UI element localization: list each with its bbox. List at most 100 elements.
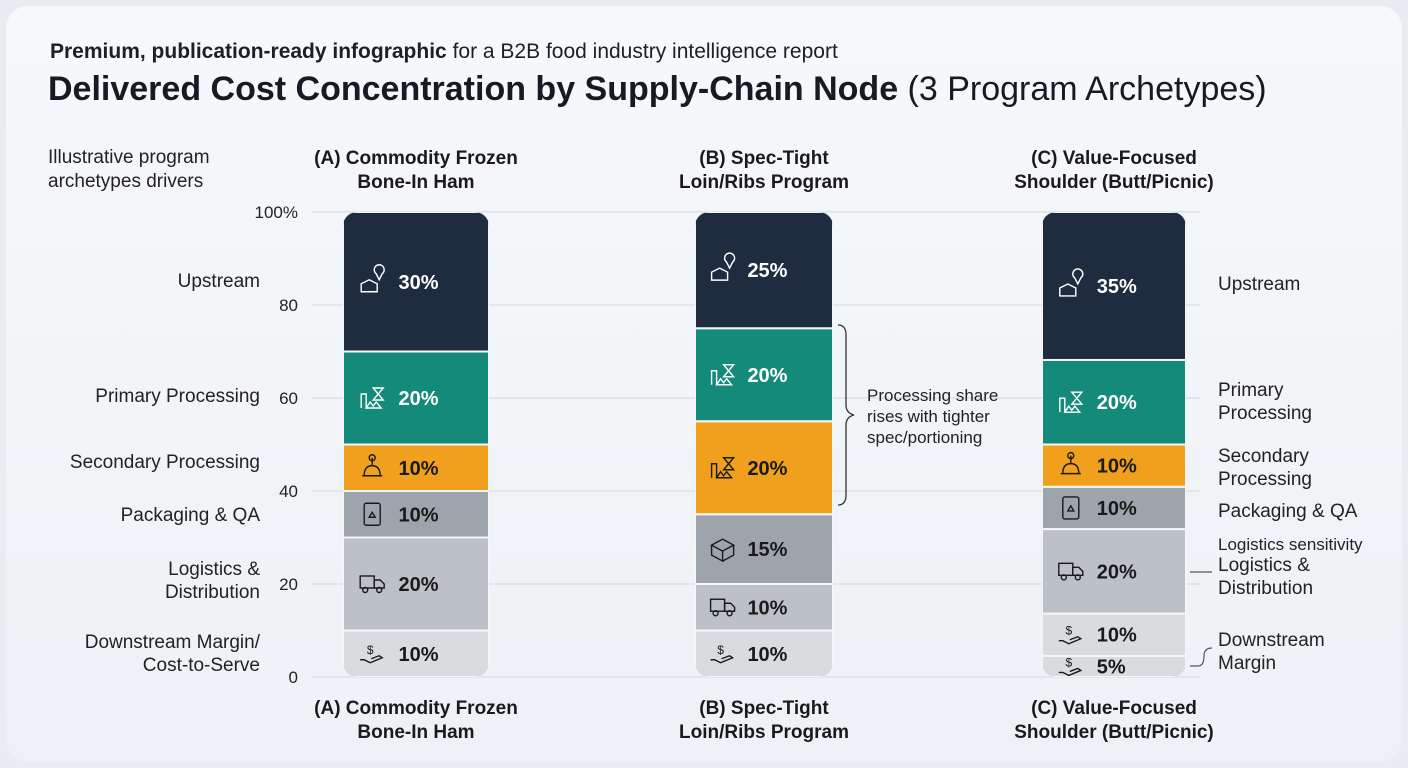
- segment-value-label: 10%: [398, 644, 438, 666]
- bar-a: $10% 20% 10% 10% 20% 30%: [343, 212, 489, 677]
- truck-cab: [1072, 566, 1084, 577]
- factory: [710, 457, 736, 479]
- segment-value-label: 15%: [747, 539, 787, 561]
- box: [710, 538, 736, 563]
- factory-icon: [710, 364, 736, 386]
- category-label-bottom: Loin/Ribs Program: [679, 722, 849, 743]
- hand: [1058, 667, 1083, 677]
- slicer: [362, 457, 383, 477]
- segment-value-label: 10%: [747, 644, 787, 666]
- factory: [1059, 391, 1084, 413]
- farm-icon: [710, 252, 736, 281]
- subtitle: Premium, publication-ready infographic f…: [50, 40, 838, 64]
- right-node-label: Upstream: [1218, 274, 1300, 295]
- y-tick-label: 20: [279, 575, 298, 594]
- segment-value-label: 10%: [398, 504, 438, 526]
- segment-value-label: 10%: [1097, 625, 1137, 647]
- bar-segments: $5% $ 10% 20% 10% 10% 20% 35%: [1042, 212, 1186, 678]
- category-label-top: Loin/Ribs Program: [679, 172, 849, 193]
- left-node-label: Logistics &: [168, 559, 260, 580]
- category-label-bottom: (C) Value-Focused: [1031, 698, 1197, 719]
- segment-value-label: 5%: [1097, 656, 1126, 678]
- annotation-text: spec/portioning: [867, 428, 982, 447]
- hand-dollar-icon: $: [360, 643, 384, 664]
- farm-icon: [360, 264, 385, 293]
- truck-icon: [359, 575, 385, 594]
- bar-segment-primary: [695, 327, 833, 423]
- hand-dollar-icon: $: [1058, 624, 1083, 645]
- factory-icon: [710, 457, 736, 479]
- segment-value-label: 30%: [398, 272, 438, 294]
- right-node-label: Secondary: [1218, 446, 1309, 467]
- segment-value-label: 25%: [747, 260, 787, 282]
- slicer: [1060, 455, 1081, 475]
- segment-value-label: 20%: [747, 365, 787, 387]
- brace: [837, 324, 855, 506]
- factory-icon: [360, 387, 385, 409]
- box-icon: [710, 538, 736, 563]
- left-node-label: Primary Processing: [95, 386, 260, 407]
- y-tick-label: 100%: [255, 203, 298, 222]
- left-note: Illustrative program archetypes drivers: [48, 146, 210, 194]
- segment-value-label: 20%: [398, 388, 438, 410]
- leader-line: [1190, 647, 1213, 667]
- truck-cab: [373, 579, 385, 589]
- right-node-label: Processing: [1218, 403, 1312, 424]
- right-node-label: Downstream: [1218, 630, 1325, 651]
- wheel: [362, 586, 369, 594]
- truck-icon: [1058, 562, 1084, 581]
- segment-value-label: 20%: [1097, 561, 1137, 583]
- right-node-label: Logistics sensitivity: [1218, 535, 1363, 554]
- y-tick-label: 60: [279, 389, 298, 408]
- segment-value-label: 10%: [747, 597, 787, 619]
- bar-segment-packaging: [343, 490, 489, 539]
- left-node-label: Secondary Processing: [70, 452, 260, 473]
- left-node-label: Distribution: [165, 582, 260, 603]
- wheel: [376, 586, 383, 594]
- dollar: $: [717, 643, 724, 657]
- bag: [363, 502, 381, 526]
- bar-c: $5% $ 10% 20% 10% 10% 20% 35%: [1042, 212, 1186, 678]
- y-tick-label: 40: [279, 482, 298, 501]
- segment-value-label: 10%: [1097, 498, 1137, 520]
- left-note-line: Illustrative program: [48, 147, 210, 168]
- left-node-label: Cost-to-Serve: [143, 655, 260, 676]
- segment-value-label: 20%: [1097, 392, 1137, 414]
- y-tick-label: 0: [289, 668, 298, 687]
- recycle: [1066, 504, 1076, 512]
- category-label-bottom: Bone-In Ham: [357, 722, 474, 743]
- title-rest: (3 Program Archetypes): [898, 70, 1267, 108]
- category-label-top: Shoulder (Butt/Picnic): [1014, 172, 1214, 193]
- wheel: [1060, 574, 1068, 581]
- category-label-bottom: (A) Commodity Frozen: [314, 698, 518, 719]
- farm: [1059, 268, 1084, 297]
- slicer-icon: [362, 454, 383, 477]
- slicer-icon: [1060, 451, 1081, 475]
- segment-value-label: 20%: [398, 574, 438, 596]
- bar-segments: $10% 20% 10% 10% 20% 30%: [343, 212, 489, 677]
- category-label-top: (C) Value-Focused: [1031, 148, 1197, 169]
- farm: [710, 252, 736, 281]
- left-node-label: Upstream: [178, 271, 260, 292]
- bar-segment-upstream: [695, 212, 833, 330]
- segment-value-label: 20%: [747, 458, 787, 480]
- left-note-line: archetypes drivers: [48, 171, 204, 192]
- category-label-bottom: (B) Spec-Tight: [699, 698, 829, 719]
- subtitle-rest: for a B2B food industry intelligence rep…: [446, 40, 838, 63]
- subtitle-bold: Premium, publication-ready infographic: [50, 40, 447, 63]
- right-node-label: Margin: [1218, 653, 1276, 674]
- hand-dollar-icon: $: [710, 643, 735, 664]
- recycle-bag-icon: [363, 502, 381, 526]
- segment-value-label: 10%: [1097, 456, 1137, 478]
- category-label-top: Bone-In Ham: [357, 172, 474, 193]
- right-node-label: Packaging & QA: [1218, 501, 1358, 522]
- category-label-top: (B) Spec-Tight: [699, 148, 829, 169]
- factory-icon: [1059, 391, 1084, 413]
- factory: [710, 364, 736, 386]
- dollar: $: [367, 643, 374, 657]
- wheel: [726, 610, 733, 617]
- farm: [360, 264, 385, 293]
- right-node-label: Distribution: [1218, 578, 1313, 599]
- annotation-text: Processing share: [867, 386, 998, 405]
